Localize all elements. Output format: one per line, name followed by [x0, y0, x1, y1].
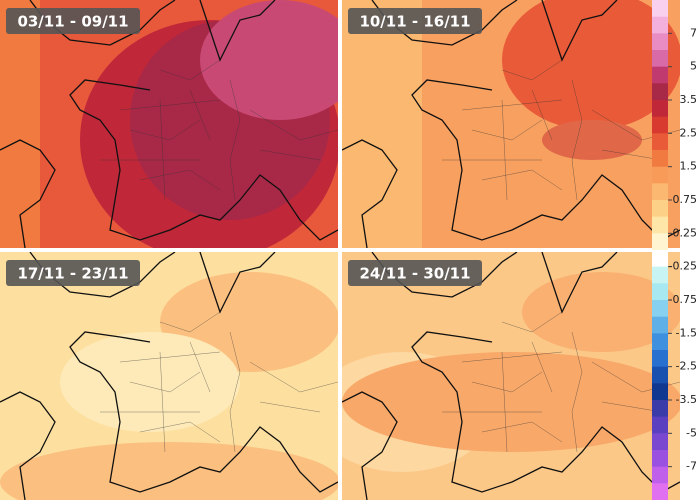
legend-swatch: [652, 33, 668, 51]
map-panel: [0, 252, 338, 500]
anomaly-area: [60, 332, 240, 432]
legend-swatch: [652, 383, 668, 401]
legend-swatch: [652, 400, 668, 418]
legend-swatch: [652, 150, 668, 168]
legend-swatch: [652, 350, 668, 368]
legend-swatch: [652, 466, 668, 484]
legend-swatch: [652, 66, 668, 84]
legend-swatch: [652, 116, 668, 134]
legend-swatch: [652, 16, 668, 34]
legend-swatch: [652, 200, 668, 218]
legend-label: 0.25: [673, 226, 698, 239]
anomaly-area: [542, 120, 642, 160]
anomaly-area: [502, 0, 680, 130]
map-panel: [0, 0, 338, 248]
legend-swatch: [652, 133, 668, 151]
legend-label: -7: [686, 460, 697, 473]
panel-title: 03/11 - 09/11: [17, 13, 128, 31]
legend-swatch: [652, 233, 668, 251]
legend-swatch: [652, 166, 668, 184]
label-box: [6, 8, 140, 34]
legend-swatch: [652, 50, 668, 68]
anomaly-area: [200, 0, 338, 120]
legend-swatch: [652, 450, 668, 468]
legend-swatch: [652, 83, 668, 101]
anomaly-area: [0, 442, 338, 500]
legend-label: 0.75: [673, 193, 698, 206]
anomaly-area: [342, 352, 680, 452]
legend-swatch: [652, 366, 668, 384]
legend-label: -3.5: [676, 393, 697, 406]
legend-swatch: [652, 216, 668, 234]
legend-label: 3.5: [680, 93, 698, 106]
label-box: [348, 260, 482, 286]
legend-swatch: [652, 300, 668, 318]
legend-label: 1.5: [680, 160, 698, 173]
legend-swatch: [652, 250, 668, 268]
panel-title: 24/11 - 30/11: [359, 265, 470, 283]
legend-swatch: [652, 183, 668, 201]
legend-swatch: [652, 266, 668, 284]
legend-swatch: [652, 416, 668, 434]
legend-swatch: [652, 483, 668, 501]
separator: [0, 248, 648, 252]
legend-label: 2.5: [680, 126, 698, 139]
color-legend: 7 5 3.5 2.5 1.5 0.75 0.25 -0.25 -0.75 -1.5 -2.5 -3.…: [652, 0, 698, 501]
legend-swatch: [652, 0, 668, 18]
anomaly-area: [342, 0, 422, 248]
anomaly-area: [0, 0, 40, 248]
panel-label: 03/11 - 09/11 10/11 - 16/11 17/11 - 23/1…: [6, 8, 482, 286]
legend-label: 7: [690, 26, 697, 39]
map-panel: [342, 0, 680, 248]
legend-swatch: [652, 100, 668, 118]
legend-label: 5: [690, 60, 697, 73]
panel-title: 17/11 - 23/11: [17, 265, 128, 283]
legend-label: -0.75: [669, 293, 697, 306]
legend-swatch: [652, 316, 668, 334]
anomaly-area: [522, 272, 680, 352]
legend-swatch: [652, 333, 668, 351]
label-box: [6, 260, 140, 286]
legend-label: -0.25: [669, 260, 697, 273]
legend-label: -5: [686, 426, 697, 439]
panel-title: 10/11 - 16/11: [359, 13, 470, 31]
label-box: [348, 8, 482, 34]
map-panel: [342, 252, 680, 500]
legend-swatch: [652, 283, 668, 301]
legend-label: -2.5: [676, 360, 697, 373]
legend-swatch: [652, 433, 668, 451]
legend-label: -1.5: [676, 326, 697, 339]
